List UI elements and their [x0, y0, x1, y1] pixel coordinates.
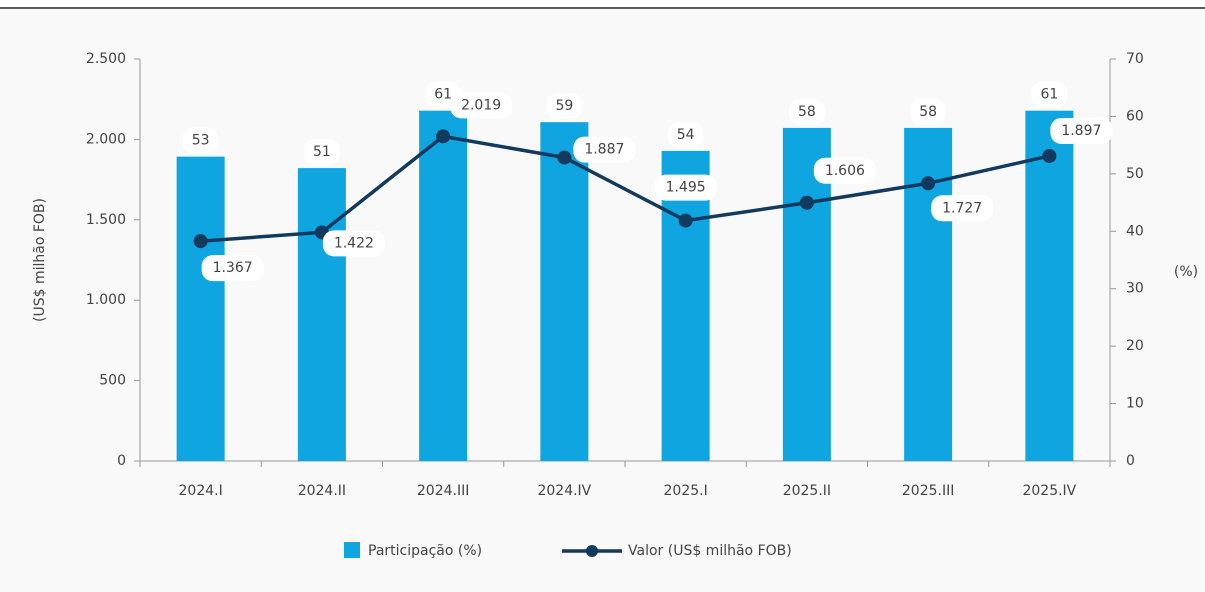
line-label-box	[450, 92, 513, 119]
line-point	[193, 234, 208, 249]
y2-tick-label: 50	[1126, 166, 1144, 182]
y-tick-label: 1.500	[86, 212, 126, 228]
bar-label-box	[910, 98, 947, 125]
line-point	[1042, 148, 1057, 163]
legend-label: Participação (%)	[368, 543, 482, 559]
legend-swatch	[344, 542, 360, 558]
bar	[1025, 110, 1074, 461]
y2-tick-label: 70	[1126, 51, 1144, 67]
bar	[419, 110, 468, 461]
x-tick-label: 2024.I	[179, 483, 223, 499]
line-label: 1.495	[666, 180, 706, 196]
bar-label: 59	[555, 98, 573, 114]
bar-label-box	[667, 121, 704, 148]
line-point	[799, 195, 814, 210]
line-label: 1.422	[334, 235, 374, 251]
line-label: 1.887	[584, 142, 624, 158]
x-tick-label: 2025.I	[664, 483, 708, 499]
y-tick-label: 2.000	[86, 131, 126, 147]
line-label: 1.897	[1061, 123, 1101, 139]
line-label-box	[813, 157, 876, 184]
y-tick-label: 1.000	[86, 292, 126, 308]
line-label-box	[931, 195, 994, 222]
legend-label: Valor (US$ milhão FOB)	[628, 543, 792, 559]
y2-tick-label: 60	[1126, 108, 1144, 124]
line	[200, 134, 1050, 243]
line-point	[921, 176, 936, 191]
bar-label: 53	[192, 133, 210, 149]
x-tick-label: 2024.II	[298, 483, 346, 499]
line-label-box	[322, 230, 385, 257]
y2-tick-label: 30	[1126, 281, 1144, 297]
line-label: 1.606	[825, 163, 865, 179]
bar	[661, 150, 710, 461]
bar-label-box	[303, 139, 340, 166]
bar	[297, 168, 346, 461]
bar-label: 58	[919, 104, 937, 120]
y-axis-label: (US$ milhão FOB)	[32, 198, 48, 322]
x-tick-label: 2024.IV	[537, 483, 591, 499]
x-tick-label: 2025.IV	[1022, 483, 1076, 499]
line-label: 1.367	[213, 260, 253, 276]
bar-label: 61	[1040, 87, 1058, 103]
x-tick-label: 2025.III	[902, 483, 954, 499]
line-label-box	[201, 255, 264, 282]
line-label-box	[573, 136, 636, 163]
line-point	[557, 150, 572, 165]
y2-tick-label: 20	[1126, 338, 1144, 354]
bar-label: 61	[434, 87, 452, 103]
bar-label: 58	[798, 104, 816, 120]
y2-tick-label: 40	[1126, 223, 1144, 239]
bar-label: 54	[677, 127, 695, 143]
x-tick-label: 2025.II	[783, 483, 831, 499]
line-label-box	[654, 174, 717, 201]
bar-label-box	[788, 98, 825, 125]
line-label: 2.019	[461, 97, 501, 113]
y-tick-label: 2.500	[86, 51, 126, 67]
bar-label: 51	[313, 144, 331, 160]
bar	[540, 122, 589, 462]
x-tick-label: 2024.III	[417, 483, 469, 499]
line-label: 1.727	[942, 200, 982, 216]
bar-label-box	[1031, 81, 1068, 108]
bar-label-box	[182, 127, 219, 154]
line-point	[436, 129, 451, 144]
line-point	[678, 213, 693, 228]
legend-marker	[586, 545, 598, 557]
bar	[176, 156, 225, 461]
y2-tick-label: 10	[1126, 396, 1144, 412]
y-tick-label: 0	[117, 453, 126, 469]
line-label-box	[1050, 117, 1113, 144]
bar-label-box	[546, 93, 583, 120]
y2-axis-label: (%)	[1174, 264, 1198, 280]
y-tick-label: 500	[99, 373, 126, 389]
y2-tick-label: 0	[1126, 453, 1135, 469]
